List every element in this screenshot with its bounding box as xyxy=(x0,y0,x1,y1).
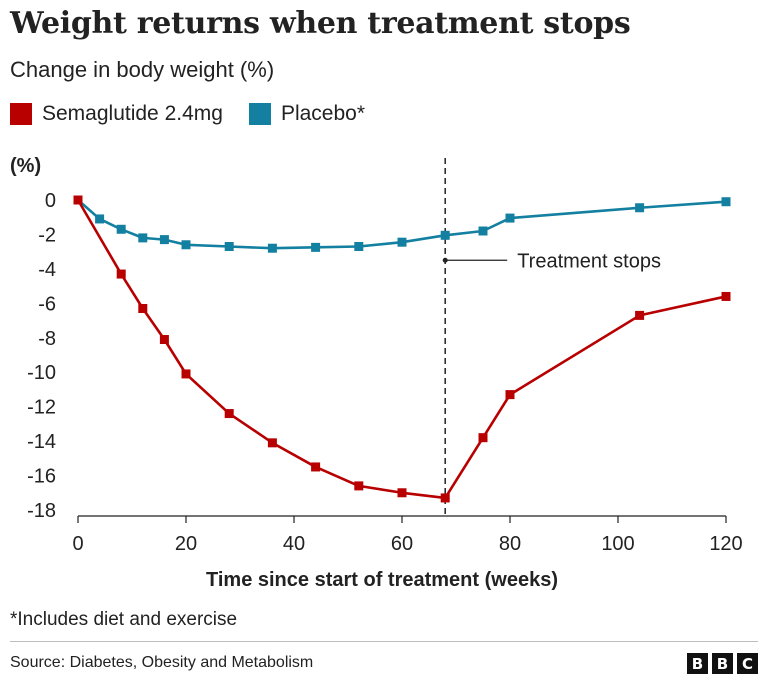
data-point-semaglutide-2-4mg xyxy=(397,488,407,498)
x-tick-label: 0 xyxy=(72,533,83,555)
data-point-semaglutide-2-4mg xyxy=(267,438,277,448)
data-point-placebo xyxy=(116,224,126,234)
data-point-semaglutide-2-4mg xyxy=(354,481,364,491)
data-point-placebo xyxy=(440,230,450,240)
y-tick-label: -10 xyxy=(27,362,56,384)
data-point-placebo xyxy=(181,240,191,250)
bbc-logo-letter: B xyxy=(687,653,708,674)
data-point-placebo xyxy=(267,243,277,253)
x-tick-label: 20 xyxy=(175,533,197,555)
data-point-semaglutide-2-4mg xyxy=(73,195,83,205)
data-point-placebo xyxy=(311,242,321,252)
data-point-semaglutide-2-4mg xyxy=(224,409,234,419)
data-point-semaglutide-2-4mg xyxy=(138,304,148,313)
annotation-dot xyxy=(442,257,448,263)
data-point-semaglutide-2-4mg xyxy=(181,369,191,379)
data-point-placebo xyxy=(224,242,234,251)
y-tick-label: -2 xyxy=(38,224,56,246)
x-tick-label: 120 xyxy=(709,533,742,555)
x-tick-label: 60 xyxy=(391,533,413,555)
data-point-semaglutide-2-4mg xyxy=(116,269,126,279)
legend-item-placebo: Placebo* xyxy=(248,102,366,126)
line-chart: (%)0-2-4-6-8-10-12-14-16-180 20 40 60 80 100 1… xyxy=(10,155,743,591)
bbc-logo-letter: B xyxy=(712,653,733,674)
data-point-placebo xyxy=(95,214,105,224)
x-tick-label: 80 xyxy=(499,533,521,555)
data-point-semaglutide-2-4mg xyxy=(505,390,515,400)
data-point-placebo xyxy=(397,237,407,247)
chart-title: Weight returns when treatment stops xyxy=(10,6,631,41)
bbc-logo-letter: C xyxy=(737,653,758,674)
y-axis-label: (%) xyxy=(10,155,41,177)
data-point-semaglutide-2-4mg xyxy=(721,291,731,301)
data-point-semaglutide-2-4mg xyxy=(159,335,169,344)
series-line-placebo xyxy=(77,199,727,250)
x-tick-label: 100 xyxy=(601,533,634,555)
legend-item-semaglutide: Semaglutide 2.4mg xyxy=(10,102,223,126)
data-point-placebo xyxy=(635,203,645,213)
data-point-placebo xyxy=(505,213,515,223)
y-tick-label: 0 xyxy=(45,190,56,212)
data-point-semaglutide-2-4mg xyxy=(440,493,450,503)
legend-swatch-placebo xyxy=(248,103,271,125)
legend-swatch-semaglutide xyxy=(10,103,32,125)
y-tick-label: -18 xyxy=(27,500,56,522)
y-tick-label: -4 xyxy=(38,259,56,281)
data-point-semaglutide-2-4mg xyxy=(311,462,321,472)
data-point-placebo xyxy=(721,197,731,207)
data-point-semaglutide-2-4mg xyxy=(635,310,645,320)
y-tick-label: -16 xyxy=(27,466,56,488)
y-tick-label: -14 xyxy=(27,431,56,453)
x-axis-label: Time since start of treatment (weeks) xyxy=(206,569,558,591)
legend: Semaglutide 2.4mg Placebo* xyxy=(10,102,391,126)
y-tick-label: -8 xyxy=(38,328,56,350)
bbc-logo: B B C xyxy=(683,653,758,674)
legend-label-placebo: Placebo* xyxy=(280,102,366,125)
data-point-placebo xyxy=(159,235,169,245)
footnote: *Includes diet and exercise xyxy=(10,609,238,630)
y-tick-label: -6 xyxy=(38,293,56,315)
source-note: Source: Diabetes, Obesity and Metabolism xyxy=(10,654,314,671)
y-tick-label: -12 xyxy=(27,397,56,419)
chart-subtitle: Change in body weight (%) xyxy=(10,57,275,82)
footer-divider xyxy=(10,641,758,642)
x-tick-label: 40 xyxy=(283,533,305,555)
legend-label-semaglutide: Semaglutide 2.4mg xyxy=(42,102,223,125)
annotation-label: Treatment stops xyxy=(517,250,661,272)
data-point-semaglutide-2-4mg xyxy=(478,433,488,443)
data-point-placebo xyxy=(478,226,488,236)
data-point-placebo xyxy=(138,233,148,243)
data-point-placebo xyxy=(354,242,364,251)
